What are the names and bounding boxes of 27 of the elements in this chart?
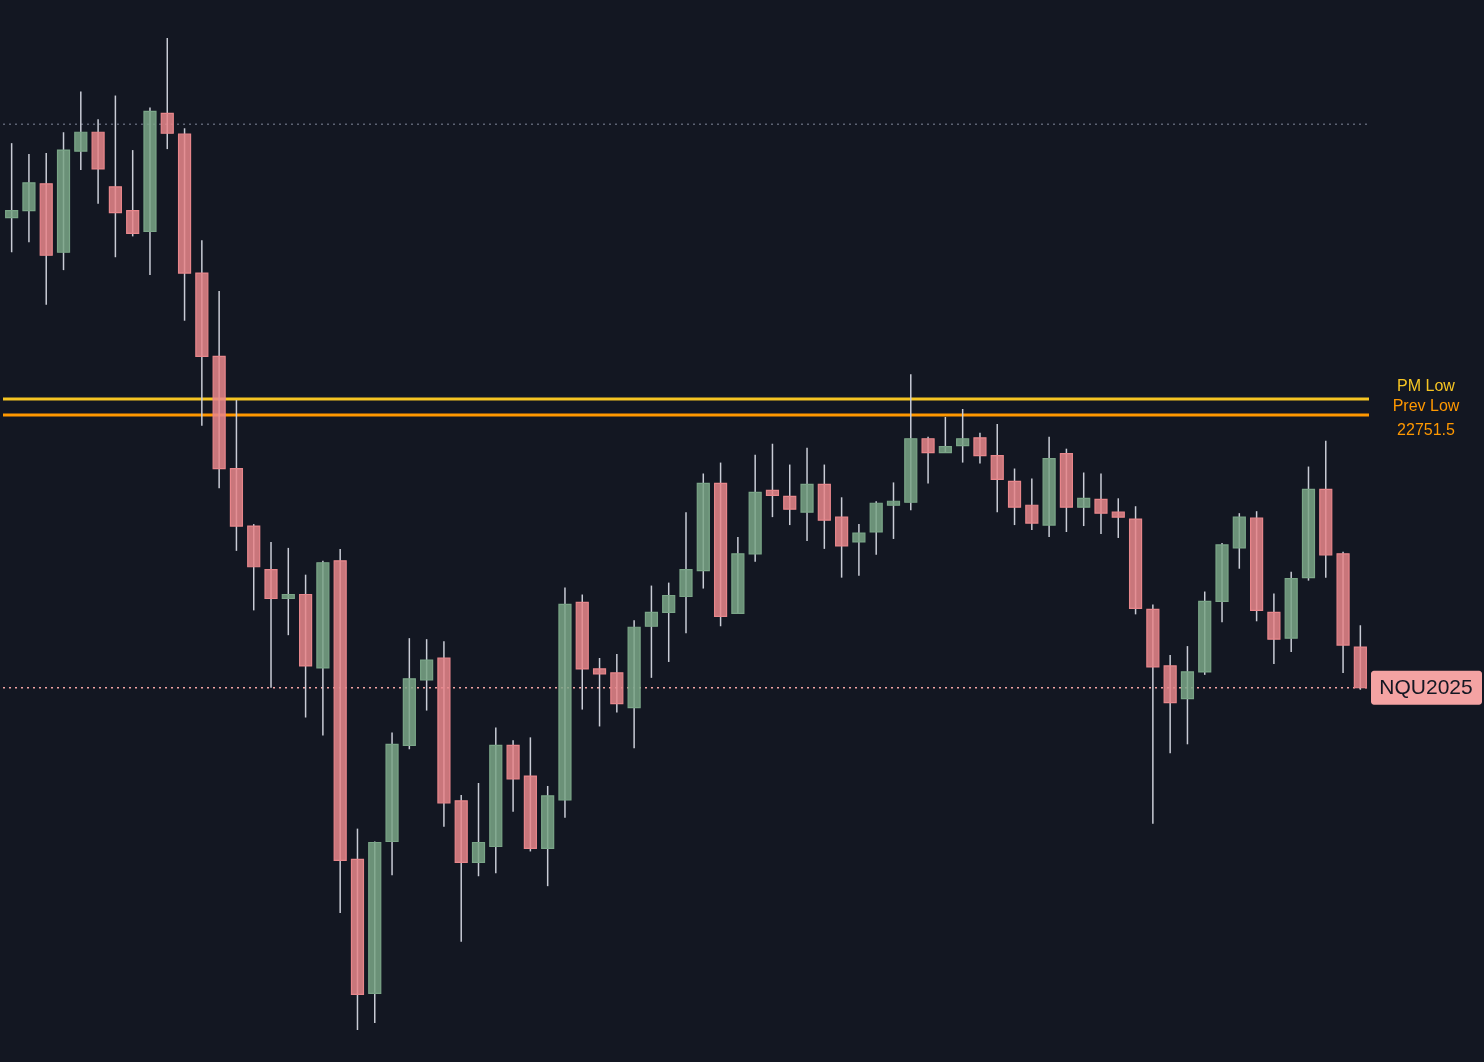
candlestick xyxy=(5,142,19,254)
candlestick xyxy=(1077,471,1091,527)
candlestick xyxy=(160,37,174,150)
candlestick xyxy=(1094,472,1108,535)
candlestick xyxy=(765,442,780,518)
ref-line-label: PM Low xyxy=(1397,376,1456,394)
candlestick xyxy=(956,408,970,464)
text: 22751.5 xyxy=(1397,420,1456,438)
candlestick xyxy=(662,581,676,663)
candlestick xyxy=(471,782,486,877)
candlestick xyxy=(921,436,935,485)
candlestick xyxy=(783,463,797,526)
candlestick xyxy=(1025,477,1039,531)
candlestick xyxy=(126,149,140,238)
candlestick xyxy=(1111,497,1125,539)
ref-line-label: NQU2025 xyxy=(1379,674,1473,698)
candlestick xyxy=(74,90,88,171)
ref-line-label: Prev Low xyxy=(1392,396,1460,414)
candlestick xyxy=(644,584,659,679)
candlestick xyxy=(281,547,295,636)
candlestick xyxy=(886,481,901,540)
candlestick xyxy=(420,638,434,712)
candlestick xyxy=(990,423,1004,513)
candlestick xyxy=(938,416,952,454)
candlestick xyxy=(852,523,866,577)
candlestick xyxy=(592,657,607,728)
candlestick xyxy=(973,432,987,465)
